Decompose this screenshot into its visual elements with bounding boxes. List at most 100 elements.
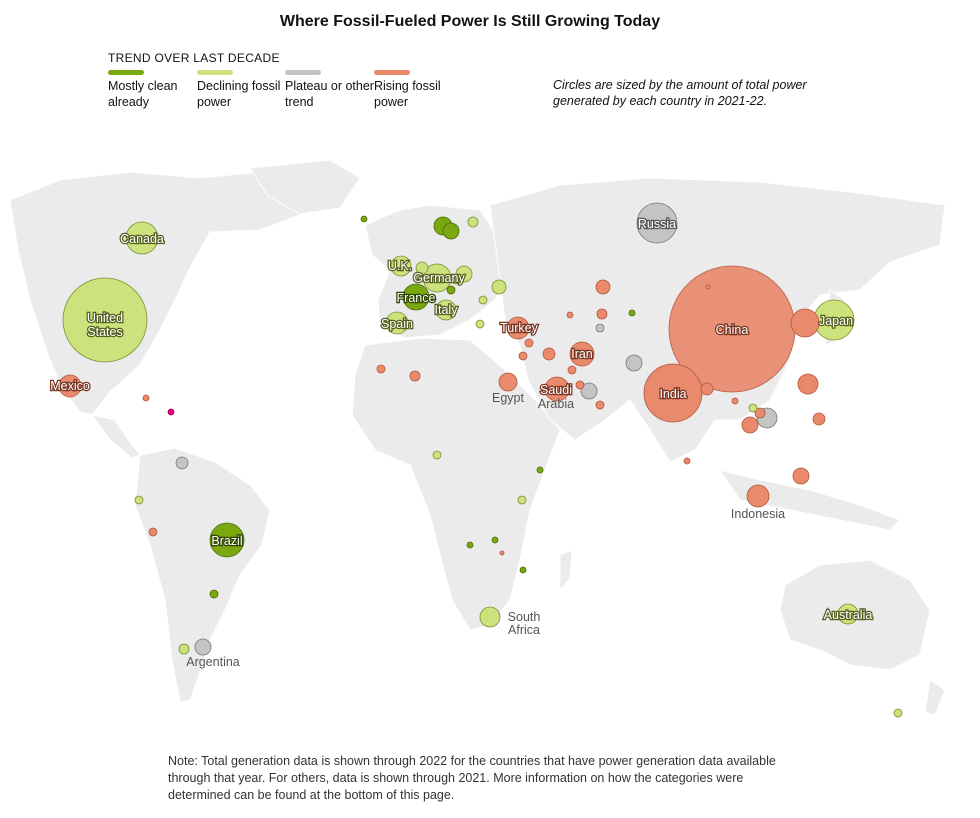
circle-korea [790, 308, 820, 338]
label-canada: Canada [120, 232, 164, 246]
circle-finland [467, 216, 479, 228]
label-south-africa-line2: Africa [508, 623, 540, 637]
circle-laos [748, 403, 758, 413]
label-indonesia: Indonesia [731, 507, 785, 521]
label-argentina: Argentina [186, 655, 240, 669]
circle-ukraine [491, 279, 507, 295]
circle-new-zealand [893, 708, 903, 718]
label-iran: Iran [571, 347, 593, 361]
circle-netherlands [415, 261, 429, 275]
legend-swatch-declining [197, 70, 233, 75]
circle-spain [385, 311, 409, 335]
label-japan: Japan [819, 314, 853, 328]
circle-turkmenistan [595, 323, 605, 333]
land-south-america [134, 447, 271, 703]
circle-uk [390, 255, 412, 277]
land-madagascar [559, 549, 573, 592]
label-spain: Spain [381, 317, 413, 331]
circle-iceland [360, 215, 368, 223]
circle-bangladesh [700, 382, 714, 396]
circle-philippines [812, 412, 826, 426]
legend-item-rising: Rising fossil power [374, 70, 464, 110]
label-uk: U.K. [388, 259, 412, 273]
circle-paraguay [209, 589, 219, 599]
legend-item-clean: Mostly clean already [108, 70, 198, 110]
circle-kazakhstan [595, 279, 611, 295]
land-greenland [249, 159, 361, 215]
legend-item-declining: Declining fossil power [197, 70, 287, 110]
circle-brazil [209, 522, 245, 558]
circle-canada [125, 221, 159, 255]
legend-item-plateau: Plateau or other trend [285, 70, 375, 110]
circle-greece [475, 319, 485, 329]
label-italy: Italy [435, 303, 459, 317]
circle-france [402, 283, 430, 311]
label-turkey: Turkey [500, 321, 538, 335]
label-mexico: Mexico [50, 379, 90, 393]
circle-ethiopia [536, 466, 544, 474]
label-australia: Australia [824, 608, 873, 622]
circle-czech [451, 275, 461, 285]
chart-title: Where Fossil-Fueled Power Is Still Growi… [279, 13, 661, 30]
circle-turkey [506, 316, 530, 340]
circle-germany [422, 263, 452, 293]
circle-syria [524, 338, 534, 348]
circle-myanmar [731, 397, 739, 405]
circle-mexico [58, 374, 82, 398]
circle-indonesia [746, 484, 770, 508]
label-south-africa-line1: South [508, 610, 541, 624]
legend-label-plateau: Plateau or other trend [285, 79, 374, 109]
label-china: China [716, 323, 749, 337]
legend-swatch-clean [108, 70, 144, 75]
circle-poland [455, 265, 473, 283]
circle-austria [446, 285, 456, 295]
circle-oman [595, 400, 605, 410]
circle-algeria [409, 370, 421, 382]
circle-ecuador [134, 495, 144, 505]
legend-label-declining: Declining fossil power [197, 79, 281, 109]
label-india: India [659, 387, 686, 401]
circle-mozambique [519, 566, 527, 574]
label-saudi-line1: Saudi [540, 383, 572, 397]
country-circles [58, 202, 903, 718]
circle-uae [580, 382, 598, 400]
circle-pakistan [625, 354, 643, 372]
country-labels: United States Canada Mexico Brazil Argen… [49, 216, 874, 669]
circle-uzbekistan [596, 308, 608, 320]
world-map: United States Canada Mexico Brazil Argen… [9, 159, 946, 718]
circle-vietnam-2 [754, 407, 766, 419]
circle-iraq [542, 347, 556, 361]
legend-swatch-rising [374, 70, 410, 75]
label-egypt: Egypt [492, 391, 524, 405]
land-central-america [90, 414, 141, 459]
legend-swatch-plateau [285, 70, 321, 75]
circle-taiwan [797, 373, 819, 395]
footnote: Note: Total generation data is shown thr… [168, 754, 776, 802]
label-us-line2: States [87, 325, 122, 339]
label-saudi-line2: Arabia [538, 397, 574, 411]
circle-cuba [142, 394, 150, 402]
circle-venezuela [175, 456, 189, 470]
label-france: France [397, 291, 436, 305]
circle-morocco [376, 364, 386, 374]
circle-qatar [575, 380, 585, 390]
circle-argentina [194, 638, 212, 656]
circle-dominican [167, 408, 175, 416]
circle-malaysia [792, 467, 810, 485]
circle-iran [569, 341, 595, 367]
circle-south-africa [479, 606, 501, 628]
circle-romania [478, 295, 488, 305]
circle-thailand [741, 416, 759, 434]
circle-nigeria [432, 450, 442, 460]
circle-egypt [498, 372, 518, 392]
circle-sri-lanka [683, 457, 691, 465]
circle-zambia [491, 536, 499, 544]
circle-mongolia [705, 284, 711, 290]
label-russia: Russia [638, 217, 676, 231]
circle-saudi-arabia [544, 376, 570, 402]
land-indonesia [718, 469, 901, 531]
circle-united-states [62, 277, 148, 363]
circle-kuwait [567, 365, 577, 375]
circle-russia [636, 202, 678, 244]
label-germany: Germany [413, 271, 465, 285]
